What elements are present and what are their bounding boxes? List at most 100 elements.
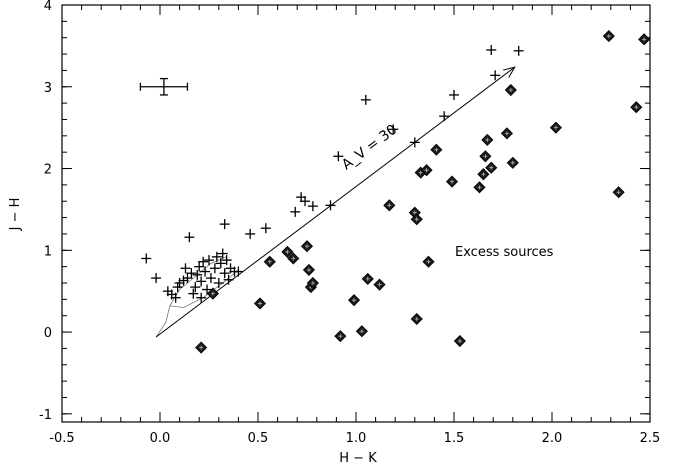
diamond-marker-cross bbox=[338, 334, 343, 339]
plus-marker bbox=[409, 137, 420, 148]
diamond-marker bbox=[287, 252, 300, 265]
diamond-marker-cross bbox=[306, 267, 311, 272]
diamond-marker bbox=[206, 287, 219, 300]
diamond-marker bbox=[263, 255, 276, 268]
y-tick-label: 1 bbox=[44, 244, 52, 259]
plus-marker bbox=[233, 266, 244, 277]
plus-marker bbox=[202, 284, 213, 295]
diamond-marker-cross bbox=[310, 281, 315, 285]
plus-marker bbox=[141, 253, 152, 264]
plus-marker bbox=[200, 266, 211, 277]
diamond-marker bbox=[410, 312, 423, 326]
diamond-marker-cross bbox=[606, 34, 611, 39]
diamond-marker-cross bbox=[483, 154, 488, 159]
diamond-marker-cross bbox=[365, 276, 370, 281]
diamond-marker bbox=[481, 133, 494, 146]
diamond-marker-cross bbox=[477, 185, 482, 190]
diamond-marker bbox=[281, 245, 294, 258]
diamond-marker-cross bbox=[553, 125, 558, 130]
diamond-marker bbox=[373, 278, 386, 291]
plus-marker bbox=[196, 276, 207, 287]
plus-marker bbox=[215, 258, 226, 269]
diamond-marker bbox=[612, 186, 625, 199]
diamond-marker-cross bbox=[412, 210, 417, 215]
diamond-marker-cross bbox=[485, 137, 490, 142]
diamond-marker-cross bbox=[359, 329, 364, 334]
diamond-marker bbox=[306, 276, 319, 290]
diamond-marker bbox=[453, 334, 466, 348]
diamond-marker-cross bbox=[414, 316, 419, 321]
plus-marker bbox=[190, 282, 201, 293]
plus-marker bbox=[388, 124, 399, 135]
x-tick-label: 1.5 bbox=[444, 431, 465, 446]
plus-marker bbox=[184, 232, 195, 243]
x-tick-label: 2.5 bbox=[640, 431, 661, 446]
diamond-marker-cross bbox=[352, 298, 357, 303]
diamond-marker bbox=[638, 33, 651, 46]
x-tick-label: 0.5 bbox=[248, 431, 269, 446]
plus-marker bbox=[360, 94, 371, 105]
plus-marker bbox=[219, 268, 230, 279]
diamond-marker bbox=[302, 263, 316, 276]
plus-marker bbox=[439, 111, 450, 122]
diamond-marker-cross bbox=[257, 301, 262, 306]
data-points bbox=[141, 30, 651, 354]
diamond-marker-cross bbox=[305, 244, 309, 249]
plus-marker bbox=[211, 251, 222, 262]
diamond-marker-cross bbox=[634, 105, 639, 110]
plus-marker bbox=[290, 206, 301, 217]
plus-marker bbox=[209, 263, 220, 274]
diamond-marker bbox=[334, 330, 347, 343]
plus-marker bbox=[300, 196, 311, 207]
diamond-marker bbox=[430, 143, 443, 156]
excess-sources-annotation: Excess sources bbox=[455, 245, 554, 260]
diamond-marker bbox=[253, 297, 267, 310]
diamond-marker-cross bbox=[508, 88, 513, 93]
y-tick-labels: -1 0 1 2 3 4 bbox=[39, 0, 52, 423]
y-tick-label: 0 bbox=[44, 326, 52, 341]
plus-marker bbox=[449, 89, 459, 100]
diamond-marker bbox=[355, 325, 368, 338]
y-tick-label: 3 bbox=[44, 81, 52, 96]
plus-marker bbox=[221, 255, 232, 266]
y-tick-label: 4 bbox=[44, 0, 52, 14]
diamond-marker bbox=[506, 156, 519, 169]
plus-marker bbox=[307, 201, 318, 212]
plus-marker bbox=[198, 256, 209, 267]
plus-marker bbox=[204, 255, 214, 266]
diamond-marker-cross bbox=[424, 168, 429, 173]
diamond-marker bbox=[422, 255, 435, 268]
diamond-marker bbox=[383, 199, 396, 212]
diamond-marker-cross bbox=[504, 131, 509, 136]
reddening-vector-label: A_V = 30 bbox=[339, 122, 400, 174]
x-tick-labels: -0.5 0.0 0.5 1.0 1.5 2.0 2.5 bbox=[49, 431, 660, 446]
plus-marker bbox=[486, 44, 497, 55]
plus-marker bbox=[325, 200, 336, 211]
axis-ticks bbox=[61, 4, 651, 422]
plus-marker bbox=[170, 292, 181, 303]
diamond-marker bbox=[630, 101, 643, 114]
diamond-marker-cross bbox=[616, 190, 621, 195]
plus-marker bbox=[186, 268, 197, 279]
plus-marker bbox=[192, 269, 203, 280]
diamond-marker bbox=[479, 150, 492, 163]
diamond-marker bbox=[549, 121, 562, 134]
x-axis-label: H − K bbox=[339, 451, 377, 466]
plus-marker bbox=[490, 70, 501, 81]
diamond-marker-cross bbox=[387, 203, 392, 208]
diamond-marker bbox=[420, 164, 433, 177]
plus-marker bbox=[513, 45, 524, 56]
plus-marker bbox=[180, 263, 191, 274]
diamond-marker-cross bbox=[450, 179, 455, 184]
plus-marker bbox=[205, 273, 216, 284]
x-tick-label: 0.0 bbox=[150, 431, 171, 446]
plus-marker bbox=[260, 223, 271, 234]
plus-marker bbox=[188, 288, 199, 299]
diamond-marker bbox=[410, 213, 423, 226]
representative-error-bar bbox=[139, 77, 189, 96]
diamond-marker bbox=[504, 83, 517, 97]
diamond-marker-cross bbox=[489, 165, 494, 170]
y-tick-label: 2 bbox=[44, 163, 52, 178]
diamond-marker-cross bbox=[426, 259, 431, 264]
